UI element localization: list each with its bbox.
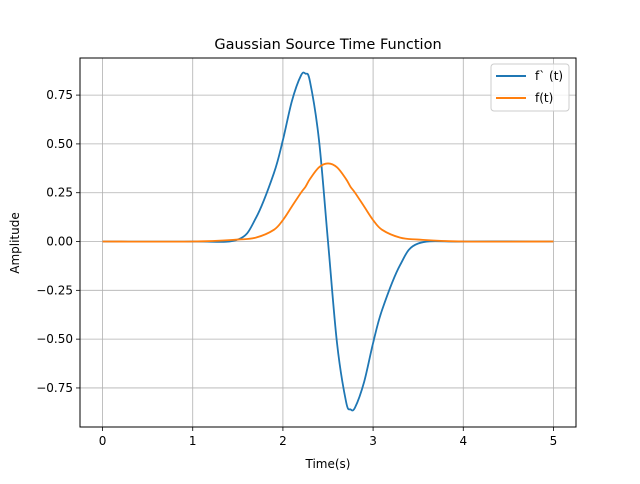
- legend: f` (t) f(t): [490, 63, 570, 112]
- chart-title: Gaussian Source Time Function: [214, 37, 441, 53]
- series-line-function: [102, 162, 554, 243]
- y-tick-label: 0.50: [46, 137, 73, 151]
- x-tick-label: 3: [369, 434, 377, 448]
- x-tick-label: 5: [550, 434, 558, 448]
- x-axis-label: Time(s): [305, 457, 351, 471]
- series-line-derivative: [102, 71, 554, 412]
- legend-label-function: f(t): [535, 91, 553, 105]
- x-tick-label: 4: [459, 434, 467, 448]
- y-axis-label: Amplitude: [8, 212, 22, 274]
- x-tick-label: 0: [99, 434, 107, 448]
- y-tick-label: −0.75: [36, 381, 73, 395]
- y-tick-label: −0.25: [36, 283, 73, 297]
- axis-ticks: 0 1 2 3 4 5 −0.75 −0.50 −0.25 0.00 0.25 0.50 0.75: [36, 88, 557, 448]
- y-tick-label: 0.25: [46, 186, 73, 200]
- x-tick-label: 1: [189, 434, 197, 448]
- x-tick-label: 2: [279, 434, 287, 448]
- data-series: [102, 71, 554, 412]
- y-tick-label: 0.00: [46, 235, 73, 249]
- legend-label-derivative: f` (t): [535, 69, 563, 83]
- y-tick-label: 0.75: [46, 88, 73, 102]
- plot-frame: [79, 57, 577, 428]
- y-tick-label: −0.50: [36, 332, 73, 346]
